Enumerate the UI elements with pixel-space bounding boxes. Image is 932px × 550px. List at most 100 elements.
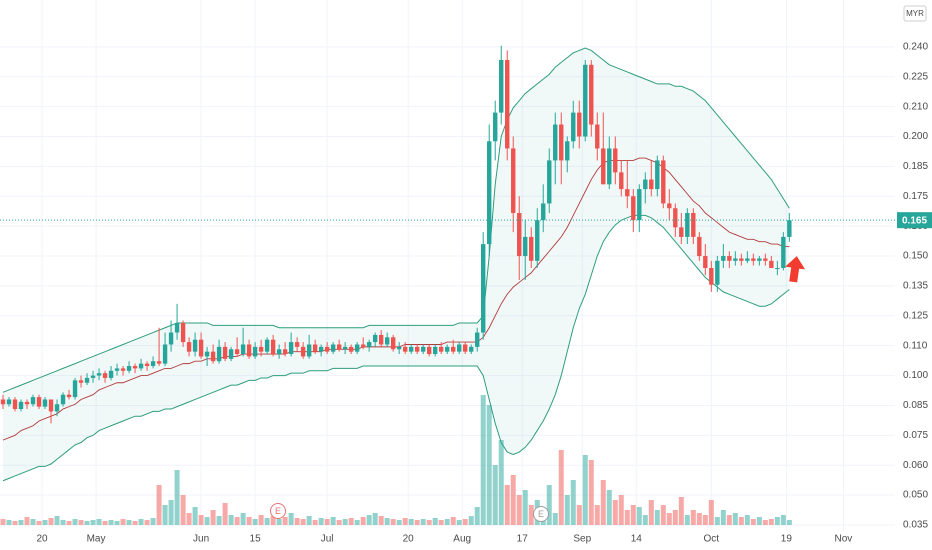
candle-body [48,399,54,412]
volume-bar [498,440,504,525]
volume-bar [210,510,216,525]
candle-body [390,337,396,350]
candle-body [6,399,12,405]
candle-body [414,346,420,352]
candle-body [577,112,582,137]
volume-bar [714,517,720,525]
y-tick-label: 0.125 [903,310,928,321]
earnings-event[interactable]: E [270,503,286,519]
candle-body [210,351,216,362]
candle-body [60,394,66,405]
volume-bar [312,520,318,525]
upper-band-line [2,47,790,393]
volume-bar [702,515,708,525]
x-tick-label: 19 [781,534,793,545]
candle-body [408,346,414,352]
volume-bar [708,500,714,525]
candle-body [30,397,36,405]
y-tick-label: 0.240 [903,41,928,52]
volume-bar [6,520,12,525]
volume-bar [120,519,126,525]
volume-bar [252,519,258,525]
volume-bar [444,519,450,525]
volume-bar [594,505,600,525]
volume-bar [174,470,180,525]
volume-bar [612,500,618,525]
candle-body [234,349,240,355]
candle-body [336,344,342,350]
y-tick-label: 0.185 [903,161,928,172]
candle-body [517,213,522,257]
volume-bar [366,515,372,525]
volume-bar [186,513,192,525]
volume-bar [570,480,576,525]
candle-body [679,227,684,237]
candle-body [216,346,222,362]
candle-body [24,401,30,405]
earnings-event[interactable]: E [533,506,549,522]
candle-body [571,112,576,142]
x-tick-label: Nov [834,534,852,545]
candle-body [54,404,60,412]
candle-body [312,344,318,352]
candle-body [252,346,258,357]
volume-bar [0,519,6,525]
volume-bar [588,460,594,525]
candle-body [282,349,288,355]
candle-body [781,236,786,268]
volume-bar [774,517,780,525]
candle-body [162,344,168,364]
x-tick-label: May [87,534,106,545]
volume-bar [558,450,564,525]
volume-bar [630,505,636,525]
y-tick-label: 0.085 [903,400,928,411]
candle-body [324,346,330,352]
candle-body [96,373,102,376]
volume-bar [414,520,420,525]
candle-body [553,124,558,161]
candle-body [685,213,690,237]
volume-bar [228,515,234,525]
volume-bar [96,519,102,525]
candle-body [222,346,228,359]
volume-bar [480,395,486,525]
candle-body [691,213,696,237]
candle-body [360,344,366,347]
volume-bar [600,480,606,525]
volume-bar [618,495,624,525]
volume-bar [420,519,426,525]
volume-bar [510,475,516,525]
volume-bar [264,518,270,525]
candle-body [523,236,528,257]
candle-body [426,346,432,355]
candle-body [493,112,498,142]
candle-body [180,322,186,343]
volume-bar [552,513,558,525]
candle-body [78,380,84,383]
volume-bar [132,521,138,525]
y-tick-label: 0.110 [903,340,928,351]
candle-layer [0,45,792,424]
candle-body [192,339,198,352]
candle-body [168,332,174,345]
volume-bar [258,515,264,525]
volume-bar [102,521,108,525]
candle-body [529,236,534,261]
volume-bar [402,518,408,525]
volume-bar [162,505,168,525]
volume-bar [354,520,360,525]
candle-body [144,363,150,367]
volume-bar [336,520,342,525]
candle-body [264,339,270,352]
candle-body [306,344,312,357]
candle-body [775,267,780,269]
volume-bar [204,517,210,525]
candle-body [204,351,210,357]
volume-bar [348,518,354,525]
volume-bar [240,513,246,525]
volume-bar [648,500,654,525]
volume-bar [42,520,48,525]
candle-body [270,339,276,355]
volume-bar [216,516,222,525]
